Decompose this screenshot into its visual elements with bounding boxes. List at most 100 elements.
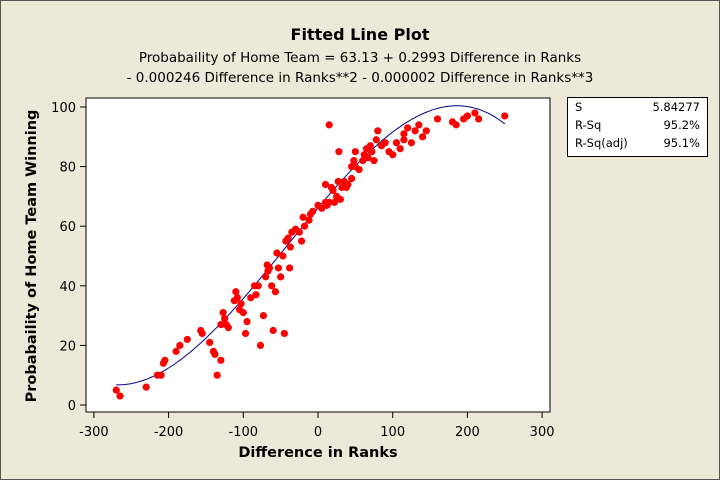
data-point — [336, 195, 345, 203]
data-point — [161, 356, 169, 364]
data-point — [268, 282, 276, 290]
data-point — [415, 121, 423, 129]
data-point — [213, 371, 221, 379]
data-point — [471, 109, 479, 117]
data-point — [452, 121, 460, 129]
data-point — [295, 228, 303, 236]
data-point — [389, 151, 397, 159]
data-point — [247, 294, 255, 302]
data-point — [370, 157, 378, 165]
data-point — [318, 204, 326, 212]
x-tick-label: -300 — [79, 425, 109, 440]
data-point — [433, 115, 442, 123]
data-point — [396, 145, 404, 153]
data-point — [475, 115, 483, 123]
data-point — [351, 148, 359, 156]
data-point — [241, 329, 250, 338]
y-tick-label: 0 — [68, 399, 76, 414]
y-tick-label: 100 — [51, 101, 76, 116]
data-point — [221, 314, 229, 323]
data-point — [368, 148, 376, 156]
data-point — [418, 133, 427, 141]
data-point — [232, 288, 240, 296]
y-tick-label: 40 — [59, 280, 76, 295]
x-tick-label: -200 — [154, 425, 184, 440]
data-point — [325, 198, 333, 206]
stat-label: R-Sq — [575, 118, 602, 132]
data-point — [334, 177, 342, 186]
data-point — [392, 139, 401, 147]
chart-title: Fitted Line Plot — [291, 25, 430, 44]
x-axis-label: Difference in Ranks — [238, 445, 397, 461]
data-point — [284, 234, 292, 242]
plot-area — [85, 97, 551, 413]
stat-label: R-Sq(adj) — [575, 136, 628, 150]
stat-row-s: S 5.84277 — [568, 99, 707, 116]
data-point — [183, 335, 191, 344]
data-point — [404, 124, 412, 132]
data-point — [329, 186, 337, 195]
data-point — [350, 157, 358, 165]
data-point — [157, 371, 165, 379]
data-point — [237, 300, 245, 308]
data-point — [217, 320, 225, 329]
data-point — [297, 237, 306, 245]
data-point — [400, 130, 408, 138]
x-tick-label: -100 — [229, 425, 259, 440]
data-point — [217, 356, 225, 364]
x-tick-label: 200 — [455, 425, 480, 440]
data-point — [219, 309, 227, 317]
x-tick-label: 100 — [380, 425, 405, 440]
data-point — [407, 139, 415, 147]
data-point — [224, 323, 232, 332]
data-point — [372, 136, 380, 144]
stat-value: 5.84277 — [652, 100, 700, 114]
stat-row-rsq-adj: R-Sq(adj) 95.1% — [568, 135, 707, 152]
data-point — [142, 383, 150, 391]
data-point — [176, 341, 184, 349]
chart-subtitle-line-1: Probabaility of Home Team = 63.13 + 0.29… — [139, 50, 581, 66]
data-point — [172, 347, 180, 355]
y-tick-label: 20 — [59, 339, 76, 354]
data-point — [198, 329, 206, 338]
data-point — [286, 264, 294, 272]
data-point — [374, 127, 382, 135]
data-point — [252, 291, 260, 299]
data-point — [239, 309, 247, 317]
data-point — [112, 386, 120, 394]
data-point — [300, 222, 309, 230]
data-point — [463, 112, 471, 120]
data-point — [211, 350, 219, 358]
data-point — [364, 154, 372, 162]
stat-value: 95.1% — [663, 136, 700, 150]
x-tick-label: 0 — [314, 425, 322, 440]
data-point — [265, 264, 274, 272]
data-point — [359, 157, 367, 165]
data-point — [299, 213, 307, 221]
data-point — [321, 180, 330, 189]
data-point — [305, 216, 313, 224]
data-point — [366, 142, 374, 150]
data-point — [381, 139, 389, 147]
data-point — [286, 243, 294, 251]
data-point — [256, 341, 265, 349]
y-tick-label: 80 — [59, 161, 76, 176]
stat-value: 95.2% — [663, 118, 700, 132]
data-point — [344, 180, 352, 189]
data-point — [274, 264, 283, 272]
data-point — [411, 127, 419, 135]
data-point — [254, 282, 262, 290]
data-point — [279, 252, 287, 260]
data-point — [422, 127, 430, 135]
data-point — [273, 249, 281, 257]
data-point — [325, 121, 333, 129]
y-axis-label: Probabaility of Home Team Winning — [24, 110, 40, 403]
data-point — [309, 207, 317, 215]
y-tick-label: 60 — [59, 220, 76, 235]
data-point — [269, 326, 277, 335]
chart-subtitle-line-2: - 0.000246 Difference in Ranks**2 - 0.00… — [127, 70, 594, 86]
data-point — [355, 165, 363, 174]
data-point — [348, 174, 356, 183]
data-point — [206, 338, 214, 347]
